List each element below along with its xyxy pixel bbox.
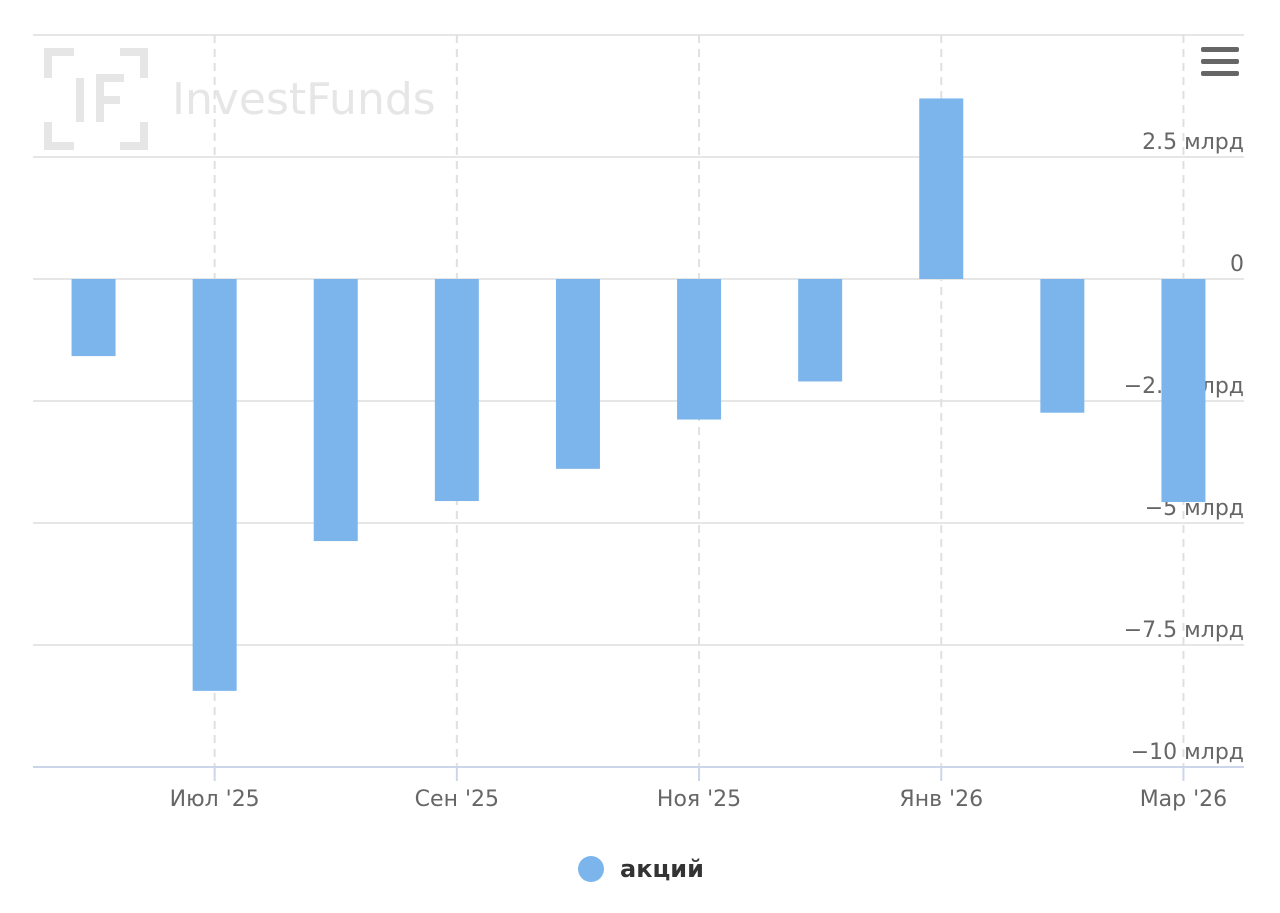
bar <box>919 98 964 279</box>
bar <box>677 279 722 420</box>
y-tick-label: −10 млрд <box>1131 740 1244 765</box>
y-tick-label: 0 <box>1230 252 1244 277</box>
bar <box>555 279 600 469</box>
bar <box>192 279 237 691</box>
x-tick-label: Июл '25 <box>170 787 260 812</box>
x-tick-label: Мар '26 <box>1140 787 1227 812</box>
bar <box>71 279 116 357</box>
y-tick-label: 2.5 млрд <box>1142 130 1244 155</box>
x-tick-label: Ноя '25 <box>657 787 741 812</box>
menu-button[interactable] <box>1201 47 1239 76</box>
bar <box>798 279 843 382</box>
legend-label: акций <box>620 855 704 883</box>
bar <box>434 279 479 502</box>
watermark-text: InvestFunds <box>172 74 436 125</box>
legend-marker <box>578 856 604 882</box>
watermark-logo <box>44 48 148 150</box>
x-tick-label: Янв '26 <box>899 787 983 812</box>
x-tick-label: Сен '25 <box>415 787 499 812</box>
bar <box>1161 279 1206 503</box>
bar <box>313 279 358 542</box>
bar <box>1040 279 1085 413</box>
